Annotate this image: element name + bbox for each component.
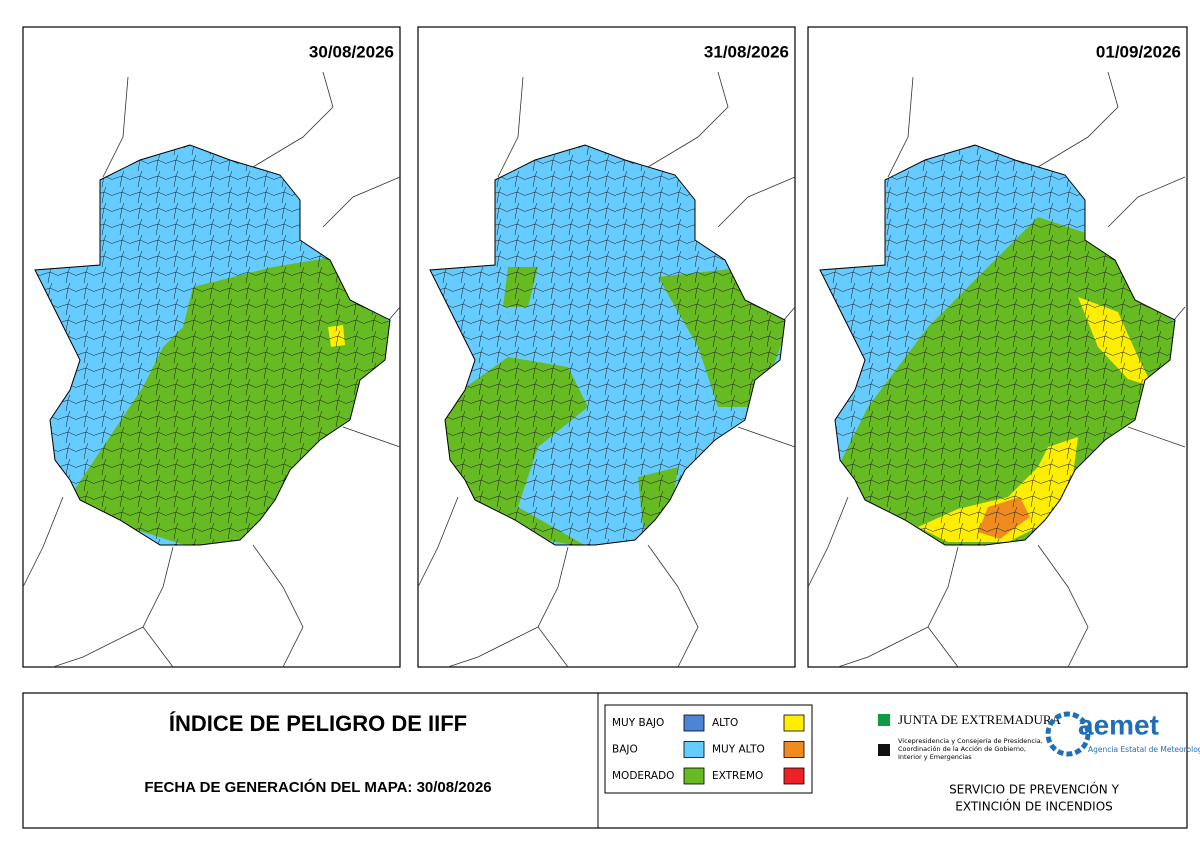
map-panel: 30/08/2026 [22, 26, 401, 668]
map-panel: 01/09/2026 [807, 26, 1188, 668]
service: EXTINCIÓN DE INCENDIOS [955, 799, 1113, 814]
legend-swatch [783, 767, 805, 785]
junta-mark [878, 714, 890, 726]
junta-mark [878, 744, 890, 756]
junta-line: Interior y Emergencias [898, 753, 972, 761]
legend-label: MODERADO [612, 770, 674, 782]
info-box: ÍNDICE DE PELIGRO DE IIFF FECHA DE GENER… [22, 692, 1200, 829]
legend-frame [604, 704, 813, 794]
date: 31/08/2026 [704, 42, 789, 61]
legend-swatch [683, 767, 705, 785]
legend-label: MUY ALTO [712, 744, 765, 756]
legend-swatch [683, 741, 705, 758]
aemet-subtitle: Agencia Estatal de Meteorología [1088, 745, 1200, 754]
junta-line: Coordinación de la Acción de Gobierno, [898, 745, 1026, 753]
junta-line: Vicepresidencia y Consejería de Presiden… [898, 737, 1043, 745]
aemet-mark [1045, 711, 1091, 757]
generation-date: FECHA DE GENERACIÓN DEL MAPA: 30/08/2026 [144, 778, 491, 796]
junta-name: JUNTA DE EXTREMADURA [898, 712, 1062, 727]
date: 01/09/2026 [1096, 42, 1181, 61]
legend-label: ALTO [712, 717, 738, 729]
legend-label: BAJO [612, 744, 638, 756]
title: ÍNDICE DE PELIGRO DE IIFF [169, 711, 467, 736]
map-panel: 31/08/2026 [417, 26, 796, 668]
legend-swatch [783, 741, 805, 758]
aemet-name: aemet [1078, 709, 1159, 740]
legend-label: EXTREMO [712, 770, 763, 782]
date: 30/08/2026 [309, 42, 394, 61]
legend-label: MUY BAJO [612, 717, 664, 729]
legend-swatch [683, 714, 705, 732]
service: SERVICIO DE PREVENCIÓN Y [949, 782, 1120, 797]
legend: MUY BAJO BAJO MODERADO ALTO MUY ALTO EXTREMO [612, 714, 805, 785]
legend-swatch [783, 714, 805, 732]
